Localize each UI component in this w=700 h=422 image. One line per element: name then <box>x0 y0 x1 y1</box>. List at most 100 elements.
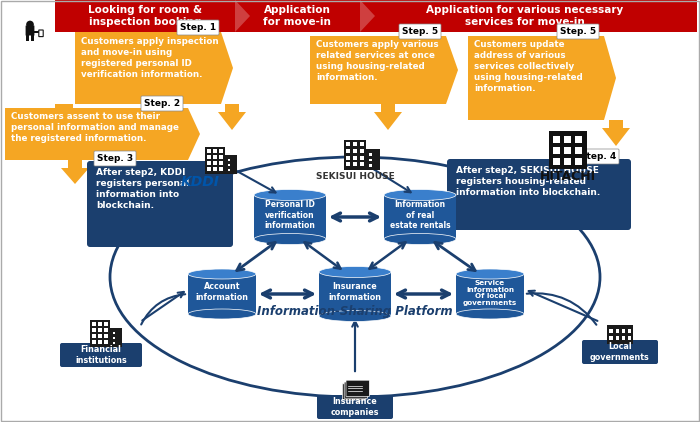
Bar <box>90 320 110 347</box>
FancyBboxPatch shape <box>346 380 370 396</box>
Text: KDDI: KDDI <box>181 175 219 189</box>
Bar <box>610 329 613 333</box>
Bar <box>346 162 350 166</box>
FancyBboxPatch shape <box>60 343 142 367</box>
Circle shape <box>26 21 34 28</box>
Bar <box>575 147 582 154</box>
Bar <box>214 155 217 159</box>
Bar <box>113 342 116 344</box>
Text: Customers apply various
related services at once
using housing-related
informati: Customers apply various related services… <box>316 40 439 82</box>
Ellipse shape <box>319 267 391 278</box>
Bar <box>319 272 391 316</box>
Text: Insurance
companies: Insurance companies <box>330 397 379 417</box>
Bar <box>214 167 217 170</box>
Text: Customers update
address of various
services collectively
using housing-related
: Customers update address of various serv… <box>474 40 582 93</box>
Text: Application for various necessary
services for move-in: Application for various necessary servic… <box>426 5 624 27</box>
FancyBboxPatch shape <box>557 24 599 39</box>
Bar <box>104 340 108 344</box>
Text: Looking for room &
inspection booking: Looking for room & inspection booking <box>88 5 202 27</box>
Bar <box>553 147 560 154</box>
Bar <box>575 136 582 143</box>
Bar <box>205 147 225 174</box>
Bar <box>214 149 217 153</box>
Text: Step. 2: Step. 2 <box>144 99 180 108</box>
Text: Personal ID
verification
information: Personal ID verification information <box>265 200 316 230</box>
Bar <box>360 162 363 166</box>
Bar <box>384 195 456 239</box>
Text: Information-Sharing Platform: Information-Sharing Platform <box>257 306 453 319</box>
Bar <box>553 136 560 143</box>
Polygon shape <box>5 108 200 160</box>
Bar <box>92 334 96 338</box>
Text: Step. 4: Step. 4 <box>580 152 616 161</box>
Bar <box>104 328 108 332</box>
Bar <box>353 149 357 153</box>
Bar <box>219 155 223 159</box>
Bar <box>564 136 571 143</box>
Bar <box>92 322 96 326</box>
Ellipse shape <box>384 233 456 244</box>
FancyBboxPatch shape <box>26 26 34 35</box>
Text: Information
of real
estate rentals: Information of real estate rentals <box>390 200 450 230</box>
Bar <box>370 164 372 167</box>
Bar <box>207 155 211 159</box>
FancyBboxPatch shape <box>447 159 631 230</box>
Polygon shape <box>235 0 250 32</box>
Ellipse shape <box>456 309 524 319</box>
Bar <box>92 328 96 332</box>
Bar <box>207 149 211 153</box>
Text: Insurance
information: Insurance information <box>328 282 382 302</box>
Bar <box>628 336 631 341</box>
Bar <box>615 329 619 333</box>
FancyBboxPatch shape <box>87 161 233 247</box>
Polygon shape <box>602 120 630 146</box>
Bar <box>456 274 524 314</box>
Bar <box>622 336 625 341</box>
Bar <box>346 143 350 146</box>
Bar <box>188 274 256 314</box>
FancyBboxPatch shape <box>94 151 136 166</box>
Bar <box>553 158 560 165</box>
Bar <box>254 195 326 239</box>
Text: Step. 3: Step. 3 <box>97 154 133 163</box>
Bar <box>575 158 582 165</box>
Polygon shape <box>310 36 458 104</box>
Text: HITACHI: HITACHI <box>540 170 596 183</box>
Text: Step. 1: Step. 1 <box>180 23 216 32</box>
Bar <box>360 149 363 153</box>
Bar <box>98 322 102 326</box>
Text: Step. 5: Step. 5 <box>402 27 438 36</box>
FancyBboxPatch shape <box>177 20 219 35</box>
Bar <box>628 329 631 333</box>
Polygon shape <box>61 160 89 184</box>
Bar <box>564 158 571 165</box>
FancyBboxPatch shape <box>344 382 368 398</box>
Text: Customers assent to use their
personal information and manage
the registered inf: Customers assent to use their personal i… <box>11 112 179 143</box>
Bar <box>98 328 102 332</box>
Bar <box>104 334 108 338</box>
Bar <box>549 131 587 169</box>
Polygon shape <box>374 104 402 130</box>
Bar <box>34 31 40 33</box>
Bar <box>360 143 363 146</box>
Bar <box>104 322 108 326</box>
FancyBboxPatch shape <box>317 395 393 419</box>
Text: Account
information: Account information <box>195 282 248 302</box>
Text: Step. 5: Step. 5 <box>560 27 596 36</box>
Bar <box>55 104 73 160</box>
Text: After step2, SEKISUI HOUSE
registers housing-related
information into blockchain: After step2, SEKISUI HOUSE registers hou… <box>456 166 601 197</box>
Ellipse shape <box>456 269 524 279</box>
Polygon shape <box>218 104 246 130</box>
FancyBboxPatch shape <box>577 149 619 164</box>
Bar <box>346 149 350 153</box>
Text: Local
governments: Local governments <box>590 342 650 362</box>
Bar <box>615 336 619 341</box>
FancyBboxPatch shape <box>141 96 183 111</box>
Bar <box>31 35 34 41</box>
Bar <box>98 334 102 338</box>
Polygon shape <box>75 32 233 104</box>
Ellipse shape <box>254 233 326 244</box>
Bar <box>366 149 379 170</box>
Polygon shape <box>468 36 616 120</box>
Text: After step2, KDDI
registers personal
information into
blockchain.: After step2, KDDI registers personal inf… <box>96 168 189 210</box>
